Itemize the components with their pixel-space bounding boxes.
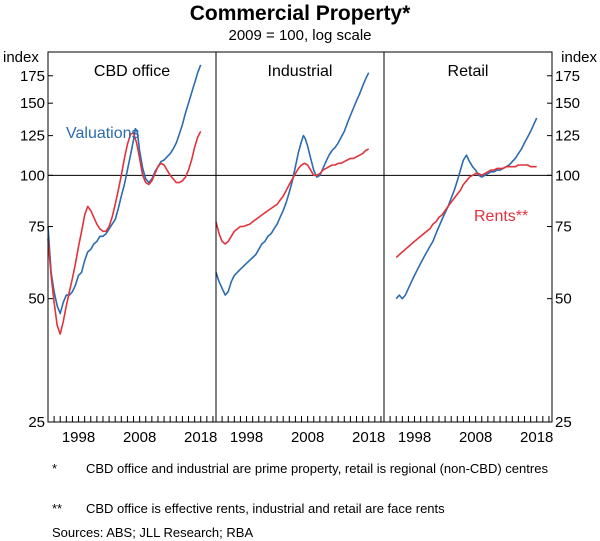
panel-title-retail: Retail — [448, 63, 489, 80]
rents-series-label: Rents** — [474, 208, 528, 225]
cbd-office-valuations-line — [47, 64, 202, 315]
y-tick-label-left: 25 — [28, 414, 45, 431]
y-tick-label-left: 50 — [28, 291, 45, 308]
plot-border — [47, 51, 553, 423]
x-tick-label: 1998 — [230, 429, 263, 446]
panel-title-industrial: Industrial — [268, 63, 333, 80]
footnote-1-mark: * — [52, 461, 58, 476]
y-tick-label-left: 150 — [20, 95, 45, 112]
y-tick-label-left: 175 — [20, 68, 45, 85]
x-tick-label: 2008 — [123, 429, 156, 446]
panel-title-cbd-office: CBD office — [94, 63, 170, 80]
x-tick-label: 2008 — [459, 429, 492, 446]
y-tick-label-right: 175 — [555, 68, 580, 85]
retail-rents-line — [395, 164, 537, 259]
x-tick-label: 2018 — [352, 429, 385, 446]
x-tick-label: 2018 — [520, 429, 553, 446]
y-tick-label-right: 150 — [555, 95, 580, 112]
y-unit-right: index — [561, 49, 597, 66]
x-tick-label: 2018 — [184, 429, 217, 446]
valuations-series-label: Valuations — [66, 125, 140, 142]
series-lines — [47, 64, 538, 335]
axis-labels: 25 25 50 50 75 75 100 100 125 125 150 150 175 175 1998… — [20, 63, 580, 446]
y-tick-label-right: 50 — [555, 291, 572, 308]
y-tick-label-left: 100 — [20, 167, 45, 184]
y-unit-left: index — [3, 49, 39, 66]
y-tick-label-right: 25 — [555, 414, 572, 431]
chart-title: Commercial Property* — [190, 2, 411, 25]
y-tick-label-right: 100 — [555, 167, 580, 184]
sources-text: Sources: ABS; JLL Research; RBA — [52, 525, 254, 540]
retail-valuations-line — [395, 117, 538, 300]
x-tick-label: 2008 — [291, 429, 324, 446]
y-tick-label-right: 125 — [555, 128, 580, 145]
chart-subtitle: 2009 = 100, log scale — [228, 27, 371, 44]
industrial-rents-line — [215, 148, 370, 245]
footnote-1-text: CBD office and industrial are prime prop… — [86, 461, 548, 476]
y-tick-label-left: 125 — [20, 128, 45, 145]
x-tick-label: 1998 — [62, 429, 95, 446]
y-tick-label-left: 75 — [28, 219, 45, 236]
x-tick-label: 1998 — [398, 429, 431, 446]
y-tick-label-right: 75 — [555, 219, 572, 236]
industrial-valuations-line — [215, 72, 370, 296]
plot-frame — [47, 51, 553, 423]
footnote-2-text: CBD office is effective rents, industria… — [86, 501, 445, 516]
cbd-office-rents-line — [47, 131, 202, 335]
footnote-2-mark: ** — [52, 501, 63, 516]
